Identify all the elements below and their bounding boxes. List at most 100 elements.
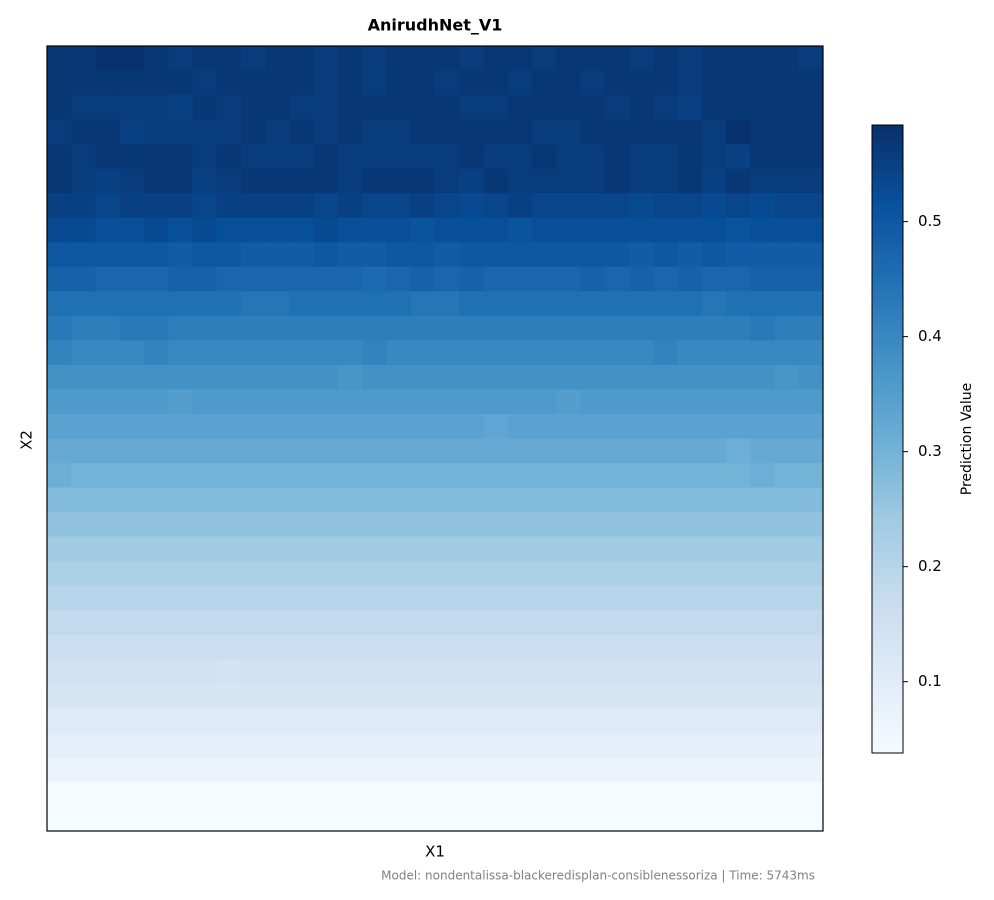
heatmap-cell [168, 708, 193, 734]
heatmap-cell [726, 585, 751, 611]
heatmap-cell [774, 242, 800, 268]
heatmap-cell [95, 217, 121, 243]
heatmap-cell [556, 757, 581, 783]
heatmap-cell [313, 266, 339, 292]
heatmap-cell [338, 266, 363, 292]
heatmap-cell [71, 487, 96, 513]
heatmap-cell [95, 757, 121, 783]
heatmap-cell [119, 683, 145, 709]
heatmap-cell [338, 438, 363, 464]
heatmap-cell [653, 659, 678, 685]
heatmap-cell [362, 585, 387, 611]
heatmap-cell [119, 46, 145, 72]
heatmap-cell [313, 536, 339, 562]
heatmap-cell [168, 512, 193, 538]
heatmap-cell [556, 168, 581, 194]
heatmap-cell [362, 561, 387, 587]
heatmap-cell [629, 561, 654, 587]
heatmap-cell [313, 70, 339, 96]
colorbar-tick-label: 0.5 [918, 212, 942, 230]
heatmap-cell [338, 242, 363, 268]
heatmap-cell [313, 413, 339, 439]
heatmap-cell [629, 266, 654, 292]
heatmap-cell [410, 659, 436, 685]
heatmap-cell [313, 144, 339, 170]
heatmap-cell [798, 536, 824, 562]
heatmap-cell [338, 757, 363, 783]
heatmap-cell [580, 144, 606, 170]
heatmap-cell [435, 389, 460, 415]
heatmap-cell [556, 781, 581, 807]
heatmap-cell [435, 291, 460, 317]
heatmap-cell [483, 806, 509, 832]
heatmap-cell [241, 413, 266, 439]
heatmap-cell [750, 95, 775, 121]
heatmap-cell [532, 757, 557, 783]
heatmap-cell [71, 610, 96, 636]
heatmap-cell [410, 610, 436, 636]
heatmap-cell [798, 217, 824, 243]
heatmap-cell [192, 315, 218, 341]
heatmap-cell [168, 95, 193, 121]
heatmap-cell [701, 806, 727, 832]
heatmap-cell [677, 340, 703, 366]
heatmap-cell [750, 610, 775, 636]
heatmap-cell [653, 610, 678, 636]
footer-note: Model: nondentalissa-blackeredisplan-con… [381, 869, 815, 883]
heatmap-cell [241, 168, 266, 194]
heatmap-cell [119, 168, 145, 194]
heatmap-cell [435, 95, 460, 121]
heatmap-cell [168, 610, 193, 636]
heatmap-cell [265, 610, 290, 636]
heatmap-cell [629, 585, 654, 611]
heatmap-cell [532, 732, 557, 758]
heatmap-cell [507, 340, 533, 366]
heatmap-cell [798, 315, 824, 341]
heatmap-cell [507, 266, 533, 292]
heatmap-cell [362, 512, 387, 538]
heatmap-cell [265, 781, 290, 807]
heatmap-cell [701, 487, 727, 513]
heatmap-cell [629, 610, 654, 636]
heatmap-cell [265, 708, 290, 734]
heatmap-cell [192, 193, 218, 219]
heatmap-cell [750, 487, 775, 513]
heatmap-cell [144, 364, 169, 390]
heatmap-cell [483, 512, 509, 538]
heatmap-cell [95, 806, 121, 832]
heatmap-cell [435, 708, 460, 734]
heatmap-cell [604, 634, 630, 660]
heatmap-cell [47, 732, 72, 758]
heatmap-cell [677, 266, 703, 292]
heatmap-cell [192, 242, 218, 268]
heatmap-cell [71, 463, 96, 489]
heatmap-cell [265, 806, 290, 832]
heatmap-cell [338, 610, 363, 636]
heatmap-cell [507, 512, 533, 538]
heatmap-cell [556, 266, 581, 292]
heatmap-cell [459, 168, 484, 194]
heatmap-cell [677, 708, 703, 734]
heatmap-cell [556, 585, 581, 611]
heatmap-cell [798, 413, 824, 439]
heatmap-cell [265, 585, 290, 611]
heatmap-cell [580, 95, 606, 121]
heatmap-cell [677, 413, 703, 439]
heatmap-cell [750, 512, 775, 538]
heatmap-cell [289, 413, 315, 439]
heatmap-cell [71, 389, 96, 415]
heatmap-cell [726, 708, 751, 734]
heatmap-cell [653, 487, 678, 513]
heatmap-cell [653, 634, 678, 660]
heatmap-cell [435, 340, 460, 366]
heatmap-cell [216, 659, 242, 685]
heatmap-cell [168, 340, 193, 366]
heatmap-cell [459, 438, 484, 464]
heatmap-cell [313, 659, 339, 685]
heatmap-cell [580, 463, 606, 489]
heatmap-cell [241, 757, 266, 783]
heatmap-cell [119, 708, 145, 734]
heatmap-cell [798, 340, 824, 366]
heatmap-cell [119, 364, 145, 390]
